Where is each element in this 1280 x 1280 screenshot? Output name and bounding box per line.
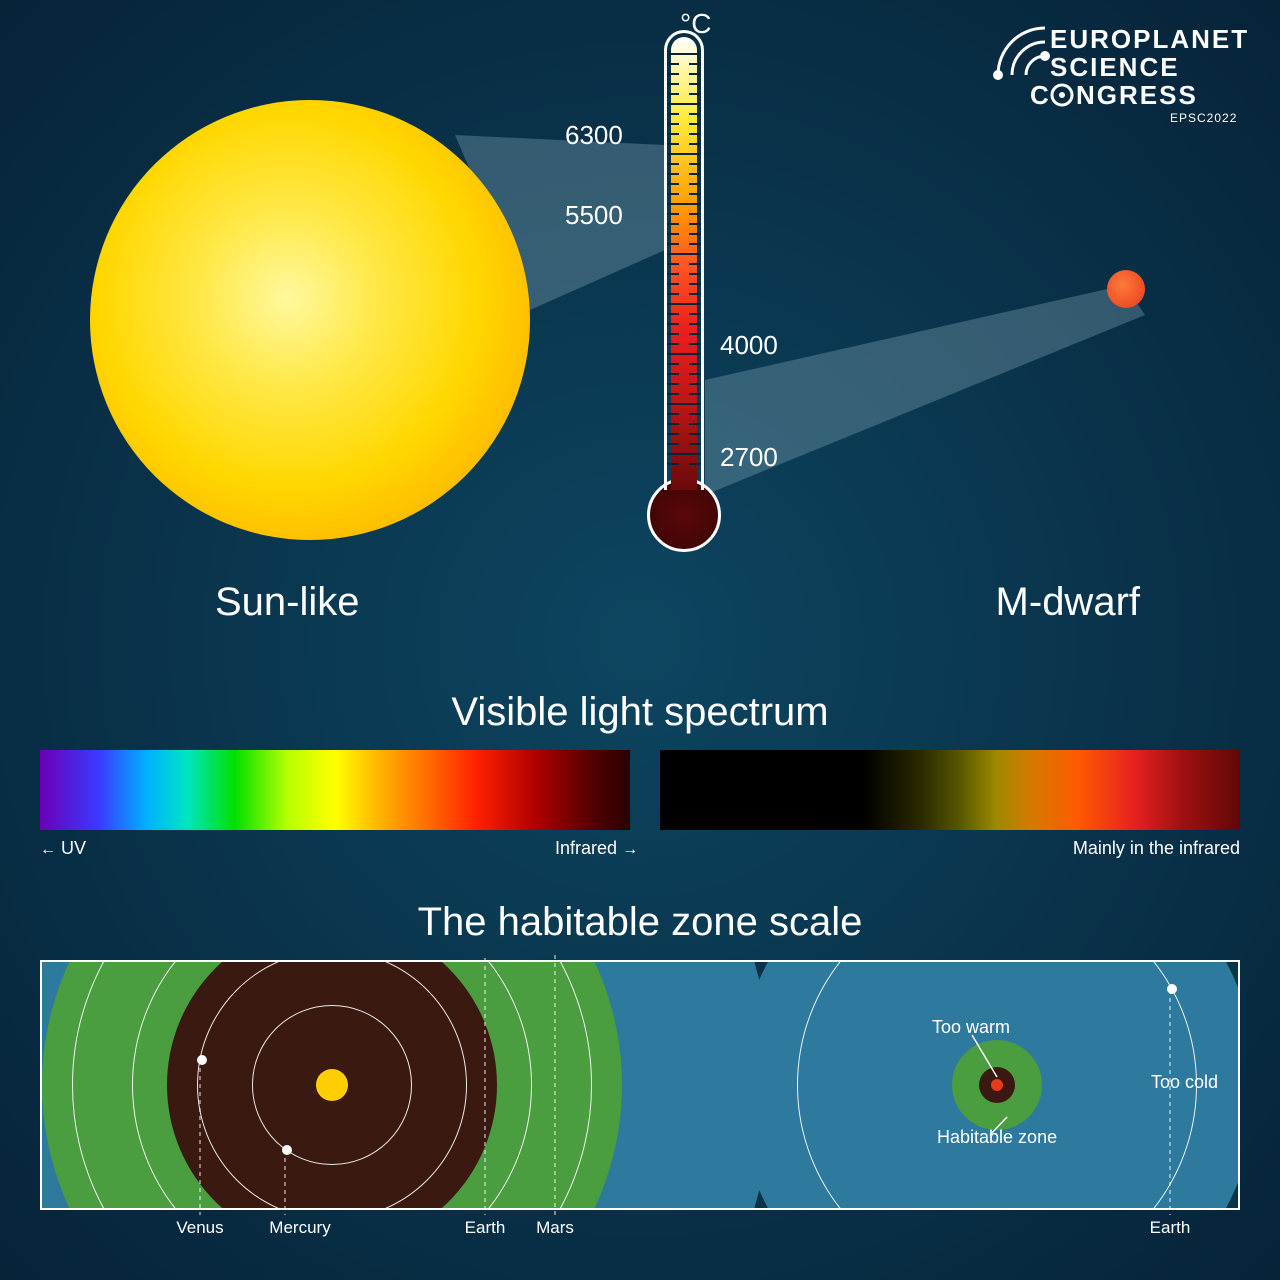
label-earth-md: Earth [1150,1218,1191,1238]
temp-label-4000: 4000 [720,330,778,361]
temp-label-2700: 2700 [720,442,778,473]
spectrum-title: Visible light spectrum [0,690,1280,735]
spectrum-mdwarf [660,750,1240,830]
spectrum-sunlike [40,750,630,830]
habitable-zone-title: The habitable zone scale [0,900,1280,945]
label-earth: Earth [465,1218,506,1238]
temp-label-6300: 6300 [565,120,623,151]
label-venus: Venus [176,1218,223,1238]
thermometer [640,30,730,560]
spectrum-ir-label: Infrared → [555,838,638,859]
label-mars: Mars [536,1218,574,1238]
spectrum-mdwarf-label: Mainly in the infrared [1073,838,1240,859]
m-dwarf-label: M-dwarf [996,580,1140,625]
sun-like-star [90,100,530,540]
m-dwarf-star [1107,270,1145,308]
label-mercury: Mercury [269,1218,330,1238]
hz-pointer-lines [42,962,1240,1210]
habitable-zone-diagram: Too warm Habitable zone Too cold [40,960,1240,1210]
sun-like-label: Sun-like [215,580,360,625]
thermometer-tube [664,30,704,490]
temp-label-5500: 5500 [565,200,623,231]
spectrum-uv-label: ← UV [40,838,86,859]
